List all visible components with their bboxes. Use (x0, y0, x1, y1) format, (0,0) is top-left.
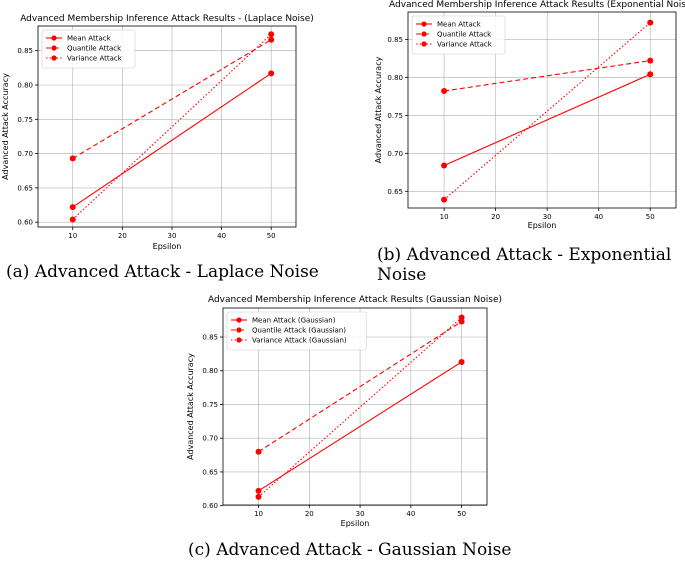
y-tick-label: 0.75 (17, 116, 33, 124)
legend-marker (236, 327, 242, 333)
axes-frame (407, 11, 677, 209)
data-point (441, 196, 448, 203)
data-point (268, 36, 275, 43)
legend-marker (236, 337, 242, 343)
chart-title-exponential: Advanced Membership Inference Attack Res… (389, 0, 685, 10)
series-line-2 (72, 39, 272, 159)
legend-label-2: Quantile Attack (Gaussian) (252, 327, 346, 335)
y-tick-label: 0.85 (202, 334, 218, 342)
x-tick-label: 30 (168, 232, 177, 240)
series-line-1 (258, 361, 462, 492)
y-tick-label: 0.75 (202, 401, 218, 409)
axes-frame (37, 25, 297, 228)
x-tick-label: 40 (217, 232, 226, 240)
axes-frame (222, 307, 488, 506)
chart-exponential: Advanced Membership Inference Attack Res… (374, 0, 685, 230)
y-tick-label: 0.65 (387, 188, 403, 196)
x-tick-label: 40 (406, 510, 415, 518)
data-point (268, 31, 275, 38)
y-tick-label: 0.60 (17, 219, 33, 227)
data-point (69, 216, 76, 223)
x-tick-label: 50 (457, 510, 466, 518)
chart-title-gaussian: Advanced Membership Inference Attack Res… (208, 295, 502, 305)
legend-marker (421, 41, 427, 47)
y-axis-label: Advanced Attack Accuracy (1, 73, 10, 180)
y-tick-label: 0.80 (202, 367, 218, 375)
legend-label-1: Mean Attack (67, 35, 112, 43)
legend-marker (236, 317, 242, 323)
y-axis-label: Advanced Attack Accuracy (186, 353, 195, 460)
y-tick-label: 0.80 (17, 81, 33, 89)
data-point (255, 487, 262, 494)
y-tick-label: 0.65 (17, 184, 33, 192)
x-tick-label: 40 (594, 213, 603, 221)
series-line-1 (443, 73, 651, 166)
data-point (458, 314, 465, 321)
caption-exponential: (b) Advanced Attack - Exponential Noise (377, 245, 672, 285)
legend-label-3: Variance Attack (437, 41, 493, 49)
y-tick-label: 0.70 (202, 435, 218, 443)
legend-label-2: Quantile Attack (437, 31, 492, 39)
data-point (441, 88, 448, 95)
y-axis-label: Advanced Attack Accuracy (374, 56, 383, 163)
data-point (458, 358, 465, 365)
legend-marker (421, 21, 427, 27)
data-point (647, 71, 654, 78)
chart-gaussian: Advanced Membership Inference Attack Res… (186, 295, 502, 528)
legend-label-2: Quantile Attack (67, 45, 122, 53)
chart-laplace: Advanced Membership Inference Attack Res… (1, 14, 314, 251)
x-tick-label: 50 (267, 232, 276, 240)
y-tick-label: 0.85 (17, 47, 33, 55)
x-tick-label: 20 (491, 213, 500, 221)
y-tick-label: 0.85 (387, 36, 403, 44)
x-tick-label: 10 (68, 232, 77, 240)
series-line-1 (72, 72, 272, 208)
x-tick-label: 20 (118, 232, 127, 240)
data-point (255, 493, 262, 500)
legend-marker (51, 35, 57, 41)
y-tick-label: 0.60 (202, 502, 218, 510)
chart-panel-laplace: Advanced Membership Inference Attack Res… (0, 10, 314, 255)
data-point (268, 70, 275, 77)
y-tick-label: 0.80 (387, 74, 403, 82)
data-point (69, 155, 76, 162)
x-tick-label: 10 (440, 213, 449, 221)
x-axis-label: Epsilon (341, 519, 370, 528)
data-point (647, 57, 654, 64)
chart-title-laplace: Advanced Membership Inference Attack Res… (20, 14, 314, 24)
y-tick-label: 0.70 (387, 150, 403, 158)
x-tick-label: 20 (305, 510, 314, 518)
legend-label-1: Mean Attack (437, 21, 482, 29)
data-point (441, 162, 448, 169)
data-point (647, 19, 654, 26)
legend-label-1: Mean Attack (Gaussian) (252, 317, 336, 325)
x-tick-label: 10 (254, 510, 263, 518)
legend-box (226, 311, 367, 351)
y-tick-label: 0.75 (387, 112, 403, 120)
legend-marker (51, 45, 57, 51)
x-tick-label: 30 (356, 510, 365, 518)
legend-marker (421, 31, 427, 37)
data-point (69, 204, 76, 211)
chart-panel-gaussian: Advanced Membership Inference Attack Res… (185, 292, 502, 532)
series-line-2 (258, 321, 462, 453)
caption-gaussian: (c) Advanced Attack - Gaussian Noise (188, 540, 512, 560)
series-line-2 (443, 60, 651, 92)
x-tick-label: 50 (646, 213, 655, 221)
legend-box (41, 29, 136, 69)
y-tick-label: 0.70 (17, 150, 33, 158)
legend-label-3: Variance Attack (Gaussian) (252, 337, 347, 345)
legend-box (411, 15, 506, 55)
legend-marker (51, 55, 57, 61)
legend-label-3: Variance Attack (67, 55, 123, 63)
y-tick-label: 0.65 (202, 468, 218, 476)
caption-laplace: (a) Advanced Attack - Laplace Noise (6, 262, 319, 282)
chart-panel-exponential: Advanced Membership Inference Attack Res… (372, 0, 685, 232)
data-point (255, 448, 262, 455)
x-tick-label: 30 (543, 213, 552, 221)
x-axis-label: Epsilon (528, 221, 557, 230)
x-axis-label: Epsilon (153, 242, 182, 251)
